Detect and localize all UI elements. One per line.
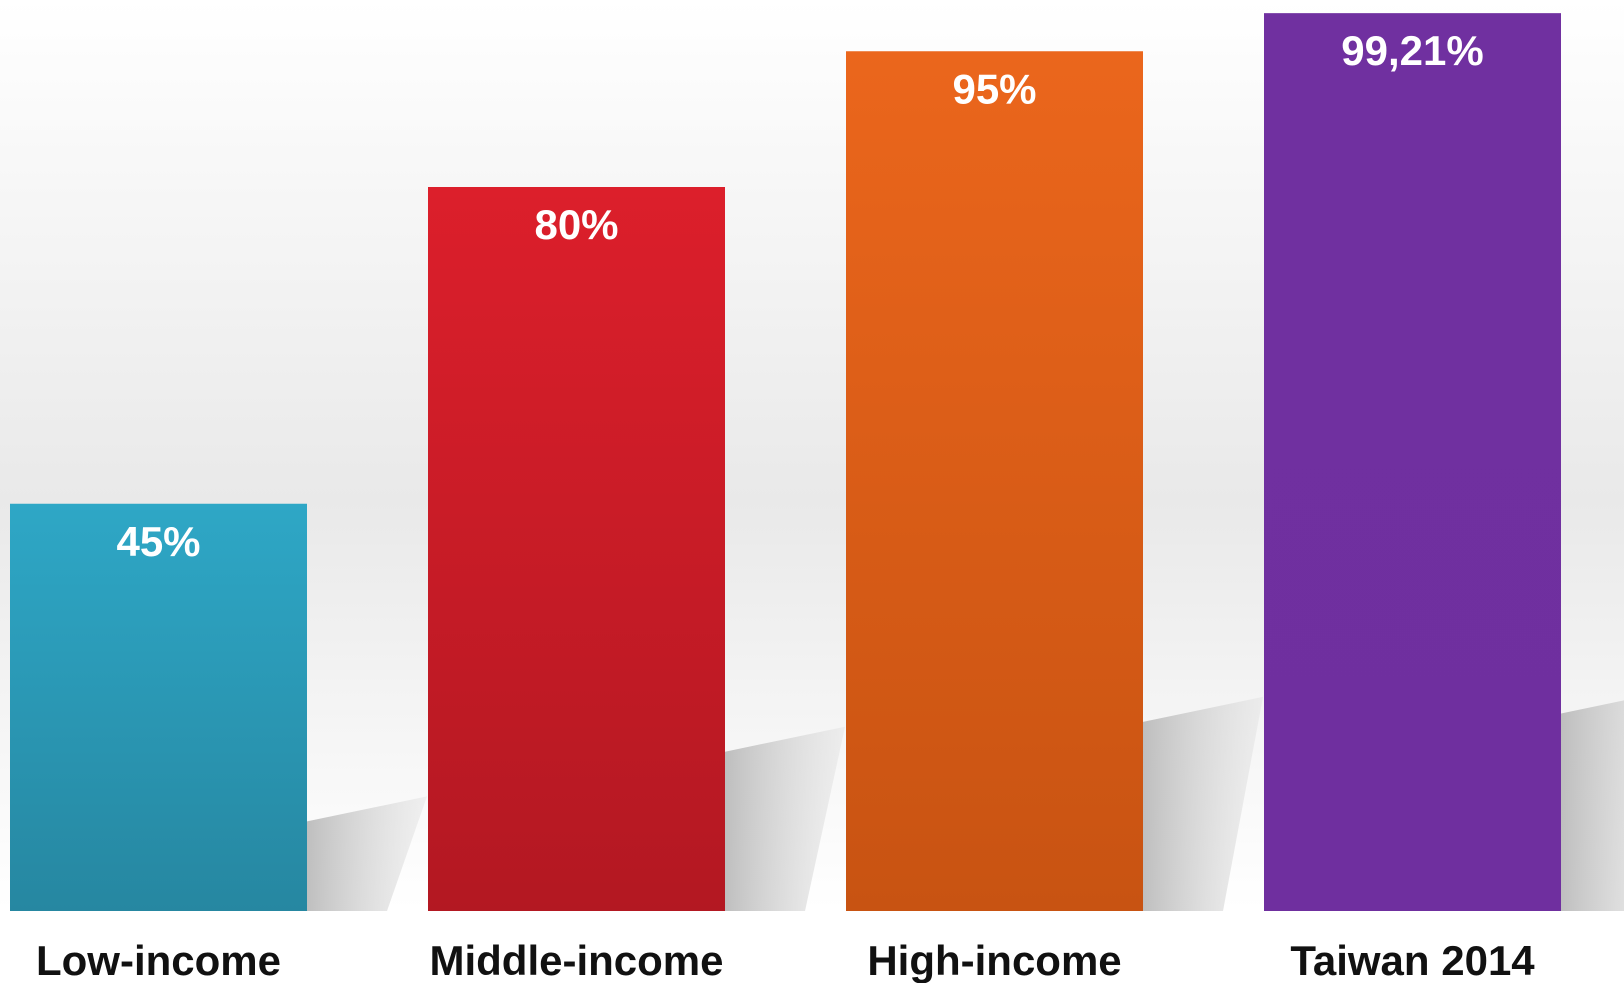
data-label-low-income: 45% (116, 518, 200, 565)
bars-group (10, 13, 1561, 912)
bar-shadow-low-income (307, 796, 427, 911)
bar-low-income (10, 503, 307, 911)
category-label-middle-income: Middle-income (429, 937, 723, 983)
category-labels-group: Low-income Middle-income High-income Taiwan… (36, 937, 1535, 983)
category-label-low-income: Low-income (36, 937, 281, 983)
bar-middle-income (428, 187, 725, 911)
data-label-middle-income: 80% (534, 201, 618, 248)
bar-shadows (307, 696, 1624, 911)
category-label-high-income: High-income (867, 937, 1121, 983)
bar-shadow-high-income (1143, 696, 1263, 911)
bar-shadow-middle-income (725, 726, 845, 911)
data-label-taiwan-2014: 99,21% (1341, 27, 1483, 74)
bar-taiwan-2014 (1264, 13, 1561, 912)
data-labels-group: 45% 80% 95% 99,21% (116, 27, 1483, 565)
category-label-taiwan-2014: Taiwan 2014 (1290, 937, 1535, 983)
bar-shadow-taiwan-2014 (1561, 700, 1624, 911)
bar-high-income (846, 51, 1143, 911)
data-label-high-income: 95% (952, 65, 1036, 112)
